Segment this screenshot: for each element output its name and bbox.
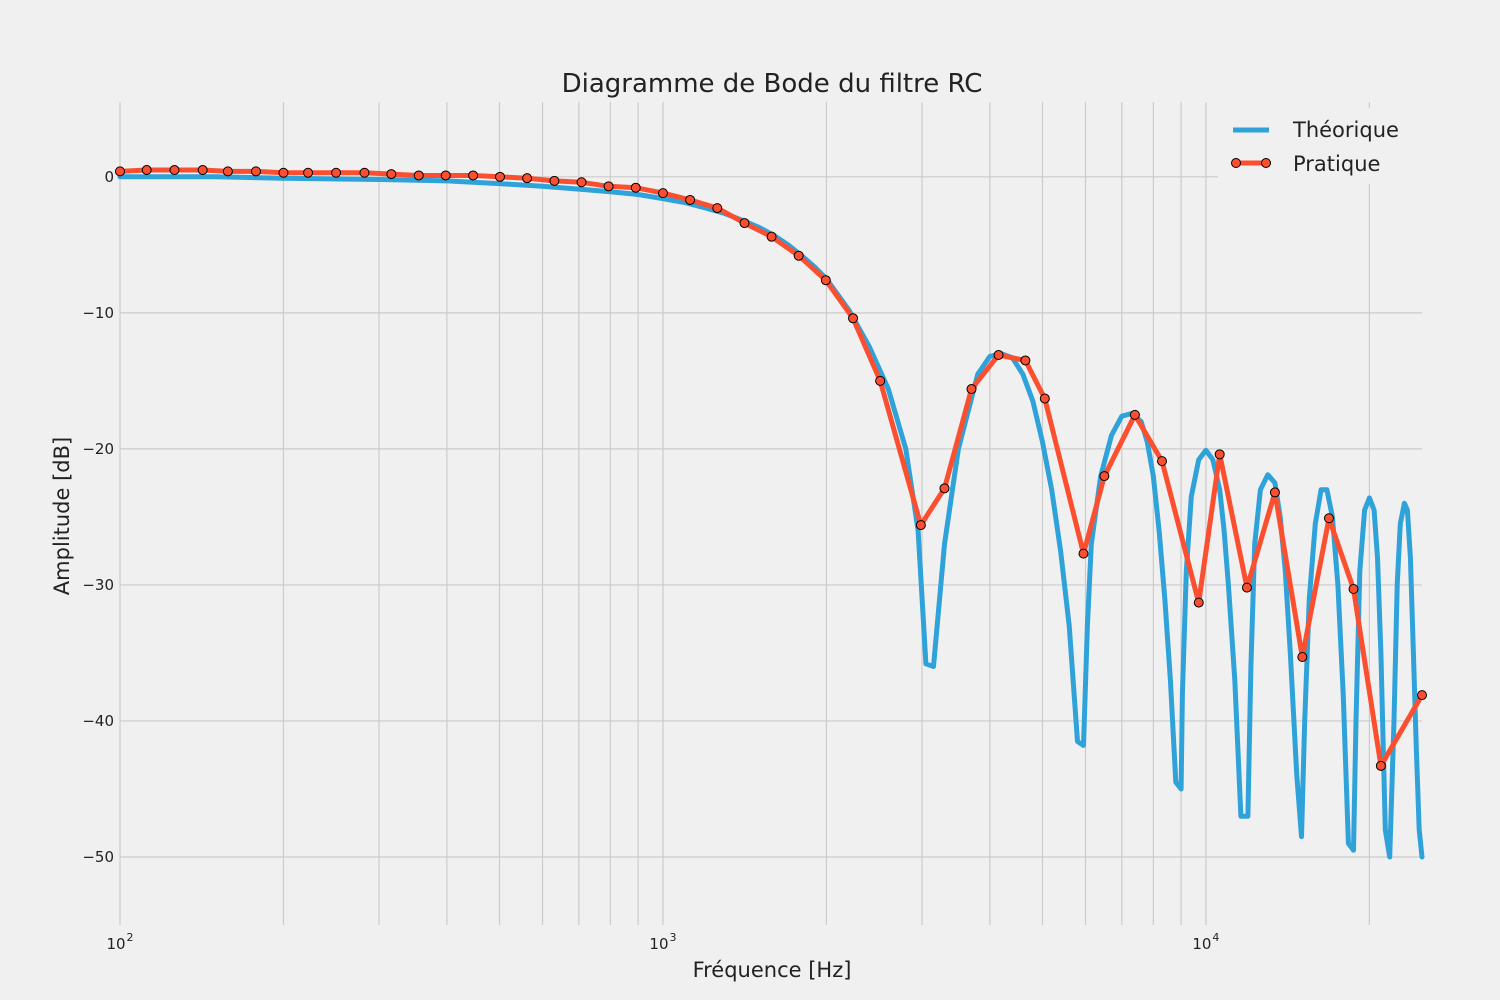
data-point-pratique [1348, 583, 1359, 594]
data-point-pratique [169, 165, 180, 176]
data-point-pratique [1269, 487, 1280, 498]
x-tick-exponent: 4 [1212, 931, 1219, 944]
data-point-pratique [576, 177, 587, 188]
data-point-pratique [939, 483, 950, 494]
legend-label-pratique: Pratique [1293, 152, 1380, 176]
data-point-pratique [1078, 548, 1089, 559]
data-point-pratique [603, 181, 614, 192]
data-point-pratique [303, 167, 314, 178]
data-point-pratique [630, 182, 641, 193]
data-point-pratique [1323, 513, 1334, 524]
legend-marker-pratique [1261, 158, 1271, 168]
legend: Théorique Pratique [1218, 108, 1422, 184]
y-tick-label: −30 [82, 576, 114, 594]
data-point-pratique [250, 166, 261, 177]
data-point-pratique [793, 250, 804, 261]
data-point-pratique [1375, 760, 1386, 771]
chart-title: Diagramme de Bode du filtre RC [562, 69, 983, 99]
x-tick-exponent: 3 [669, 931, 676, 944]
x-tick-exponent: 2 [127, 931, 134, 944]
data-point-pratique [712, 203, 723, 214]
plot-series [115, 165, 1427, 860]
y-tick-label: −50 [82, 848, 114, 866]
series-line-theorique [117, 174, 1425, 860]
data-point-pratique [413, 170, 424, 181]
x-tick-label: 10 [1192, 935, 1211, 953]
data-point-pratique [739, 218, 750, 229]
legend-marker-pratique [1231, 158, 1241, 168]
data-point-pratique [197, 165, 208, 176]
data-point-pratique [278, 167, 289, 178]
legend-box [1218, 108, 1422, 184]
y-tick-label: −40 [82, 712, 114, 730]
data-point-pratique [115, 166, 125, 177]
data-point-pratique [522, 173, 533, 184]
y-axis-label: Amplitude [dB] [50, 437, 74, 595]
data-point-pratique [359, 167, 370, 178]
legend-label-theorique: Théorique [1292, 118, 1399, 142]
data-point-pratique [915, 520, 926, 531]
data-point-pratique [766, 231, 777, 242]
data-point-pratique [966, 384, 977, 395]
y-tick-label: −10 [82, 304, 114, 322]
data-point-pratique [386, 169, 397, 180]
series-line-pratique [117, 167, 1425, 769]
data-point-pratique [1020, 355, 1031, 366]
y-tick-label: −20 [82, 440, 114, 458]
data-point-pratique [848, 313, 859, 324]
data-point-pratique [468, 170, 479, 181]
data-point-pratique [222, 166, 233, 177]
data-point-pratique [1039, 393, 1050, 404]
grid [119, 102, 1422, 925]
data-point-pratique [875, 375, 886, 386]
y-tick-label: 0 [104, 168, 114, 186]
data-point-pratique [141, 165, 152, 176]
data-point-pratique [1417, 690, 1427, 701]
x-tick-label: 10 [649, 935, 668, 953]
data-point-pratique [331, 167, 342, 178]
data-point-pratique [1193, 597, 1204, 608]
data-point-pratique [1129, 409, 1140, 420]
x-tick-label: 10 [106, 935, 125, 953]
data-point-pratique [820, 275, 831, 286]
data-point-pratique [685, 194, 696, 205]
data-point-pratique [549, 175, 560, 186]
data-point-pratique [1099, 471, 1110, 482]
data-point-pratique [993, 350, 1004, 361]
x-axis-label: Fréquence [Hz] [693, 958, 852, 982]
data-point-pratique [440, 170, 451, 181]
data-point-pratique [494, 171, 505, 182]
data-point-pratique [1156, 456, 1167, 467]
data-point-pratique [1241, 582, 1252, 593]
data-point-pratique [657, 188, 668, 199]
data-point-pratique [1297, 652, 1308, 663]
data-point-pratique [1214, 449, 1225, 460]
